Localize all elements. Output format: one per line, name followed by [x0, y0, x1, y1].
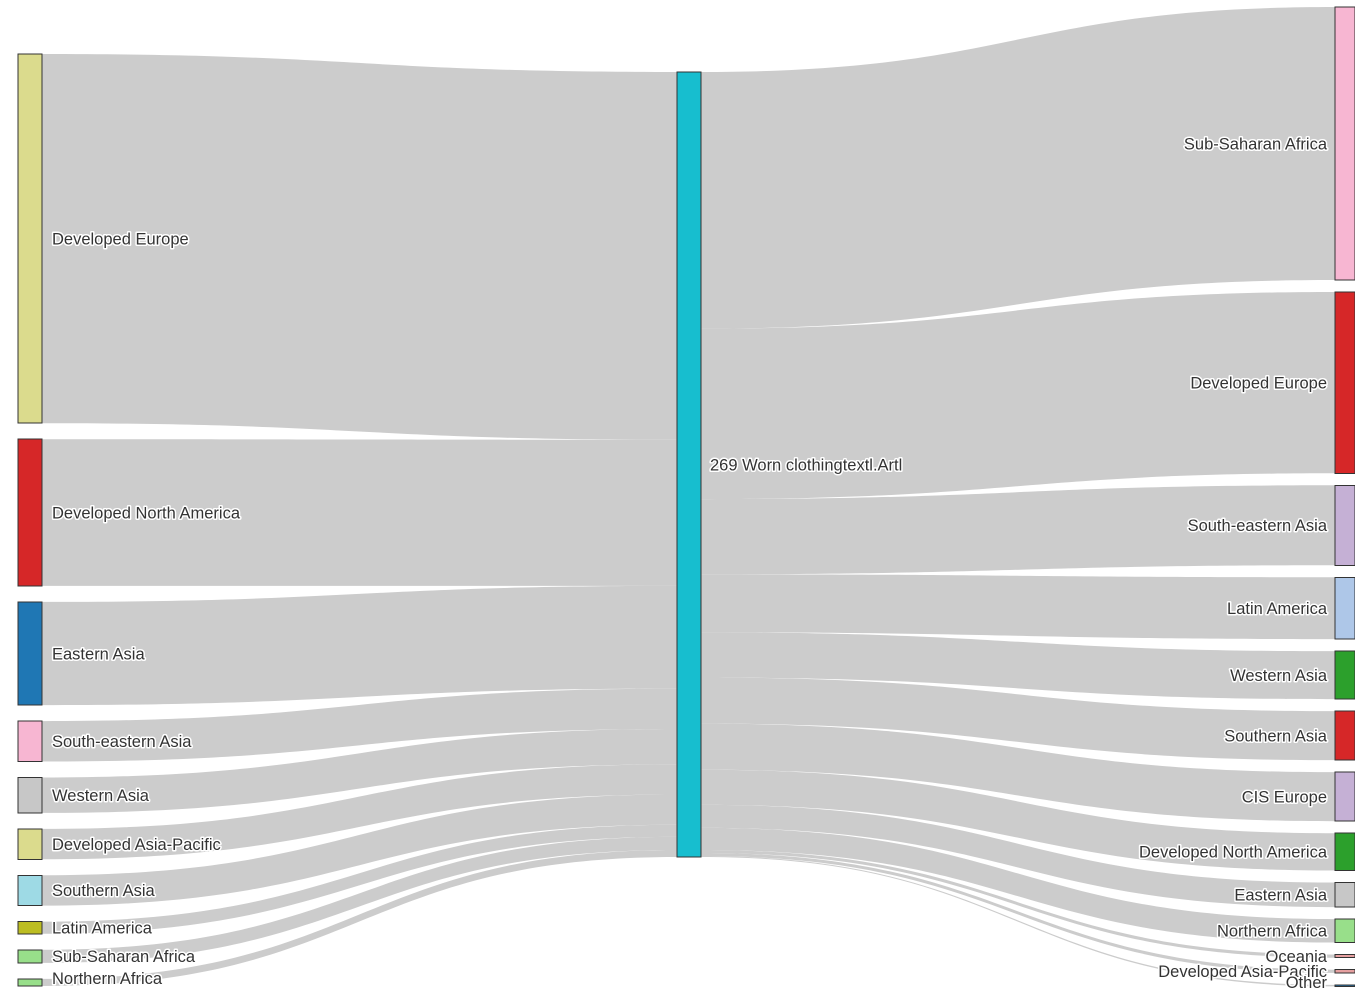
label-target-northern-africa: Northern Africa — [1217, 923, 1328, 941]
label-source-developed-europe: Developed Europe — [52, 230, 189, 248]
label-target-oceania: Oceania — [1266, 948, 1328, 966]
label-target-western-asia: Western Asia — [1230, 667, 1328, 685]
label-target-sub-saharan-africa: Sub-Saharan Africa — [1184, 135, 1328, 153]
node-source-latin-america — [17, 921, 43, 935]
label-target-developed-north-america: Developed North America — [1139, 844, 1328, 862]
link-target-other — [701, 855, 1335, 987]
node-target-southern-asia — [1334, 710, 1355, 761]
label-target-south-eastern-asia: South-eastern Asia — [1188, 517, 1328, 535]
link-source-developed-north-america — [42, 439, 677, 586]
node-source-developed-asia-pacific — [17, 828, 43, 860]
link-source-south-eastern-asia — [42, 688, 677, 762]
link-target-southern-asia — [701, 677, 1335, 761]
node-target-cis-europe — [1334, 771, 1355, 822]
label-source-developed-asia-pacific: Developed Asia-Pacific — [52, 836, 221, 854]
node-source-developed-north-america — [17, 438, 43, 587]
link-target-western-asia — [701, 632, 1335, 700]
nodes-group — [17, 6, 1355, 987]
node-target-eastern-asia — [1334, 882, 1355, 908]
link-source-developed-europe — [42, 54, 677, 440]
node-source-northern-africa — [17, 978, 43, 987]
label-source-western-asia: Western Asia — [52, 787, 150, 805]
node-target-western-asia — [1334, 650, 1355, 700]
link-target-oceania — [701, 849, 1335, 958]
node-target-developed-asia-pacific — [1334, 969, 1355, 974]
label-source-developed-north-america: Developed North America — [52, 504, 241, 522]
label-source-south-eastern-asia: South-eastern Asia — [52, 733, 192, 751]
label-target-cis-europe: CIS Europe — [1242, 788, 1327, 806]
link-source-sub-saharan-africa — [42, 836, 677, 963]
node-source-sub-saharan-africa — [17, 949, 43, 964]
node-target-developed-europe — [1334, 291, 1355, 474]
node-target-latin-america — [1334, 576, 1355, 640]
label-source-sub-saharan-africa: Sub-Saharan Africa — [52, 948, 196, 966]
node-source-southern-asia — [17, 874, 43, 907]
link-target-developed-north-america — [701, 769, 1335, 871]
link-source-latin-america — [42, 824, 677, 934]
link-source-eastern-asia — [42, 585, 677, 706]
link-target-cis-europe — [701, 723, 1335, 822]
node-target-northern-africa — [1334, 918, 1355, 944]
link-source-developed-asia-pacific — [42, 764, 677, 860]
link-source-northern-africa — [42, 849, 677, 986]
label-target-latin-america: Latin America — [1227, 600, 1328, 618]
links-group — [42, 7, 1335, 987]
node-target-south-eastern-asia — [1334, 484, 1355, 566]
link-source-southern-asia — [42, 794, 677, 906]
labels-group: Developed Europe Developed North America E… — [51, 134, 1330, 990]
node-source-western-asia — [17, 777, 43, 814]
label-source-northern-africa: Northern Africa — [52, 970, 163, 988]
label-target-developed-europe: Developed Europe — [1190, 374, 1327, 392]
label-target-developed-asia-pacific: Developed Asia-Pacific — [1158, 963, 1327, 981]
link-target-sub-saharan-africa — [701, 7, 1335, 329]
link-target-south-eastern-asia — [701, 485, 1335, 575]
node-center — [676, 71, 702, 858]
link-target-latin-america — [701, 574, 1335, 640]
node-target-developed-north-america — [1334, 832, 1355, 872]
label-center: 269 Worn clothingtextl.Artl — [710, 456, 902, 474]
link-target-developed-europe — [701, 292, 1335, 500]
link-target-eastern-asia — [701, 804, 1335, 908]
label-source-southern-asia: Southern Asia — [52, 882, 156, 900]
label-target-southern-asia: Southern Asia — [1224, 727, 1328, 745]
node-target-other — [1334, 984, 1355, 987]
node-source-south-eastern-asia — [17, 720, 43, 763]
node-target-sub-saharan-africa — [1334, 6, 1355, 281]
label-source-eastern-asia: Eastern Asia — [52, 645, 145, 663]
node-source-eastern-asia — [17, 601, 43, 706]
link-source-western-asia — [42, 729, 677, 813]
node-target-oceania — [1334, 954, 1355, 959]
node-source-developed-europe — [17, 53, 43, 424]
label-target-other: Other — [1286, 974, 1328, 990]
label-source-latin-america: Latin America — [52, 919, 153, 937]
label-target-eastern-asia: Eastern Asia — [1234, 887, 1327, 905]
link-target-developed-asia-pacific — [701, 852, 1335, 973]
link-target-northern-africa — [701, 827, 1335, 943]
